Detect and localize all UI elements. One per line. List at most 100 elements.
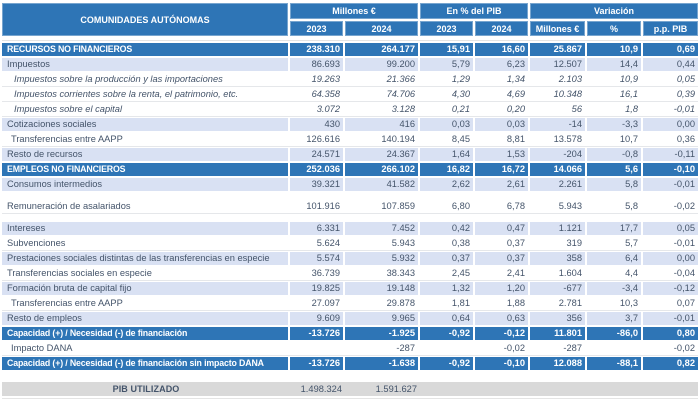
- row-label: Impuestos sobre la producción y las impo…: [2, 73, 288, 86]
- table-row: Transferencias entre AAPP 126.616 140.194 8…: [2, 133, 698, 146]
- cell-var-pct: -3,4: [587, 282, 641, 295]
- cell-var-pp-pib: -0,04: [643, 267, 698, 280]
- pib-utilizado-2023: 1.498.324: [300, 384, 342, 394]
- cell-var-pp-pib: -0,10: [643, 163, 698, 176]
- cell-millones-2023: 430: [290, 118, 343, 131]
- cell-var-millones: 2.261: [530, 178, 585, 191]
- cell-pct-pib-2024: 0,20: [475, 103, 528, 116]
- table-row: Resto de empleos 9.609 9.965 0,64 0,63 356 3,7…: [2, 312, 698, 325]
- col-header-millones-2023: 2023: [290, 21, 343, 36]
- cell-var-millones: 1.604: [530, 267, 585, 280]
- row-label: Resto de recursos: [2, 148, 288, 161]
- cell-pct-pib-2024: 0,03: [475, 118, 528, 131]
- cell-millones-2023: 238.310: [290, 43, 343, 56]
- cell-millones-2024: 19.148: [345, 282, 418, 295]
- row-label: Cotizaciones sociales: [2, 118, 288, 131]
- cell-millones-2024: 416: [345, 118, 418, 131]
- cell-var-pp-pib: 0,69: [643, 43, 698, 56]
- row-label: Impacto DANA: [2, 342, 288, 355]
- cell-millones-2024: 107.859: [345, 200, 418, 213]
- cell-var-pct: 5,8: [587, 178, 641, 191]
- cell-millones-2024: -287: [345, 342, 418, 355]
- row-label: Impuestos sobre el capital: [2, 103, 288, 116]
- table-row: Impuestos sobre el capital 3.072 3.128 0,21…: [2, 103, 698, 116]
- cell-var-millones: 319: [530, 237, 585, 250]
- cell-millones-2023: 6.331: [290, 222, 343, 235]
- table-title: COMUNIDADES AUTÓNOMAS: [2, 3, 288, 36]
- cell-millones-2024: 99.200: [345, 58, 418, 71]
- table-row: Prestaciones sociales distintas de las t…: [2, 252, 698, 265]
- table-row: Transferencias sociales en especie 36.739…: [2, 267, 698, 280]
- cell-var-pct: -3,3: [587, 118, 641, 131]
- cell-var-pp-pib: 0,05: [643, 222, 698, 235]
- pib-utilizado-row: PIB UTILIZADO 1.498.324 1.591.627: [2, 382, 698, 396]
- row-label: Consumos intermedios: [2, 178, 288, 191]
- row-label: Capacidad (+) / Necesidad (-) de financi…: [2, 357, 288, 370]
- cell-var-pp-pib: -0,02: [643, 342, 698, 355]
- cell-pct-pib-2023: 8,45: [420, 133, 473, 146]
- cell-var-millones: 1.121: [530, 222, 585, 235]
- cell-var-pct: -0,8: [587, 148, 641, 161]
- cell-millones-2023: 252.036: [290, 163, 343, 176]
- col-header-var-millones: Millones €: [530, 21, 585, 36]
- col-group-variacion: Variación: [530, 3, 698, 19]
- cell-millones-2023: 5.624: [290, 237, 343, 250]
- table-row: Consumos intermedios 39.321 41.582 2,62 2,61…: [2, 178, 698, 191]
- section-row: Capacidad (+) / Necesidad (-) de financi…: [2, 357, 698, 370]
- col-header-var-pct: %: [587, 21, 641, 36]
- cell-var-millones: 13.578: [530, 133, 585, 146]
- cell-millones-2024: 264.177: [345, 43, 418, 56]
- cell-pct-pib-2023: 15,91: [420, 43, 473, 56]
- cell-millones-2024: -1.638: [345, 357, 418, 370]
- cell-pct-pib-2024: 1,53: [475, 148, 528, 161]
- cell-var-millones: -287: [530, 342, 585, 355]
- cell-var-millones: 12.088: [530, 357, 585, 370]
- cell-millones-2024: 140.194: [345, 133, 418, 146]
- cell-var-pct: 6,4: [587, 252, 641, 265]
- cell-var-pct: 5,6: [587, 163, 641, 176]
- cell-pct-pib-2023: 0,03: [420, 118, 473, 131]
- cell-var-pp-pib: 0,80: [643, 327, 698, 340]
- cell-var-pp-pib: 0,39: [643, 88, 698, 101]
- cell-var-millones: 14.066: [530, 163, 585, 176]
- cell-var-pp-pib: -0,01: [643, 178, 698, 191]
- cell-millones-2024: 29.878: [345, 297, 418, 310]
- table-row: Impuestos 86.693 99.200 5,79 6,23 12.507 14,4 0…: [2, 58, 698, 71]
- table-row: Intereses 6.331 7.452 0,42 0,47 1.121 17,7 0,05: [2, 222, 698, 235]
- col-header-var-pp-pib: p.p. PIB: [643, 21, 698, 36]
- section-row: Capacidad (+) / Necesidad (-) de financi…: [2, 327, 698, 340]
- cell-var-millones: -204: [530, 148, 585, 161]
- cell-millones-2024: 9.965: [345, 312, 418, 325]
- col-header-pct-pib-2024: 2024: [475, 21, 528, 36]
- section-row: EMPLEOS NO FINANCIEROS 252.036 266.102 16,8…: [2, 163, 698, 176]
- cell-var-pct: 16,1: [587, 88, 641, 101]
- cell-millones-2024: 41.582: [345, 178, 418, 191]
- cell-var-pct: 1,8: [587, 103, 641, 116]
- cell-millones-2024: 7.452: [345, 222, 418, 235]
- cell-pct-pib-2024: 0,47: [475, 222, 528, 235]
- cell-millones-2023: 86.693: [290, 58, 343, 71]
- cell-pct-pib-2023: 16,82: [420, 163, 473, 176]
- cell-millones-2023: 64.358: [290, 88, 343, 101]
- cell-var-millones: -677: [530, 282, 585, 295]
- cell-millones-2023: -13.726: [290, 327, 343, 340]
- cell-pct-pib-2023: 0,64: [420, 312, 473, 325]
- cell-millones-2024: 38.343: [345, 267, 418, 280]
- cell-var-millones: 11.801: [530, 327, 585, 340]
- cell-var-pct: 10,3: [587, 297, 641, 310]
- cell-pct-pib-2024: 1,20: [475, 282, 528, 295]
- cell-pct-pib-2023: 0,37: [420, 252, 473, 265]
- cell-millones-2024: 3.128: [345, 103, 418, 116]
- cell-millones-2023: [290, 342, 343, 355]
- cell-millones-2023: 5.574: [290, 252, 343, 265]
- cell-pct-pib-2023: 6,80: [420, 200, 473, 213]
- cell-var-pct: 3,7: [587, 312, 641, 325]
- cell-pct-pib-2023: -0,92: [420, 327, 473, 340]
- cell-millones-2024: 74.706: [345, 88, 418, 101]
- cell-millones-2023: 39.321: [290, 178, 343, 191]
- cell-millones-2023: 101.916: [290, 200, 343, 213]
- col-header-millones-2024: 2024: [345, 21, 418, 36]
- cell-var-pct: 14,4: [587, 58, 641, 71]
- cell-pct-pib-2024: -0,10: [475, 357, 528, 370]
